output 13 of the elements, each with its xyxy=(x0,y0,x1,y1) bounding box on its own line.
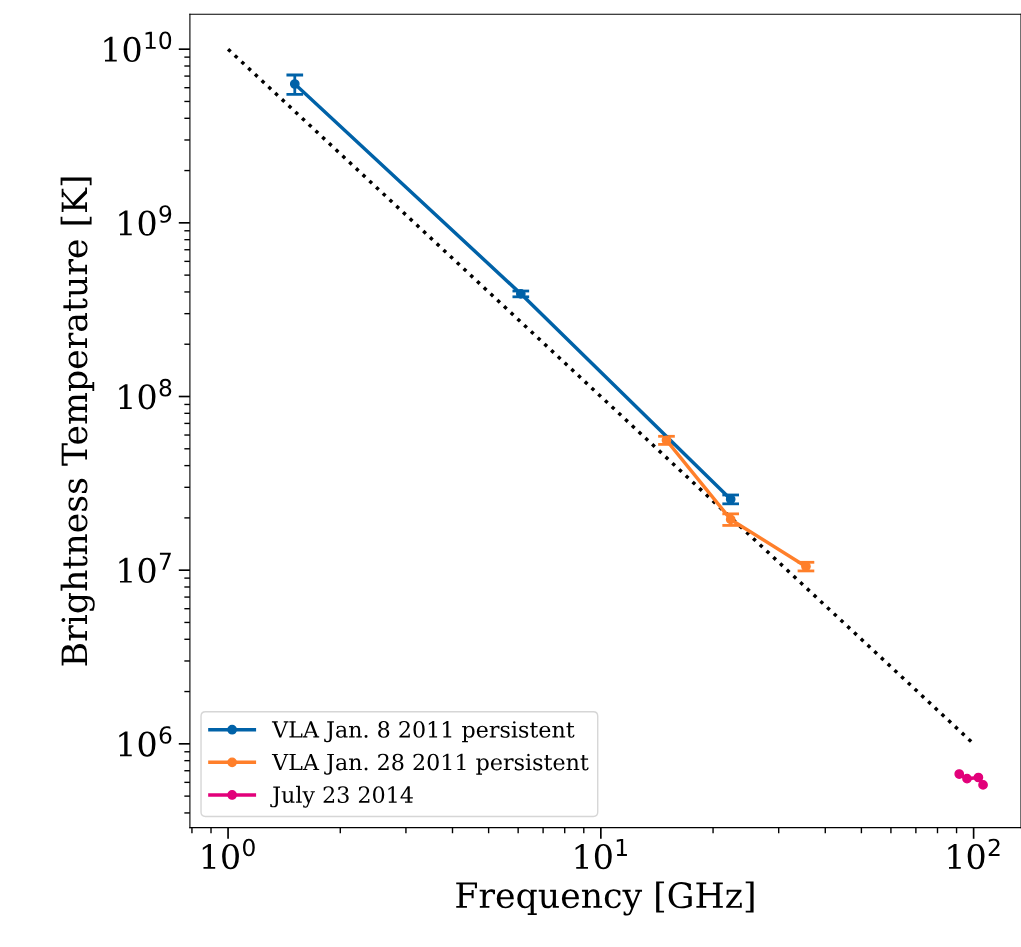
x-axis-title: Frequency [GHz] xyxy=(456,881,754,916)
y-tick-label: 10$^{8}$ xyxy=(119,378,172,410)
x-tick-label: 10$^{0}$ xyxy=(202,838,255,870)
x-tick-label: 10$^{1}$ xyxy=(575,838,627,870)
x-tick-label: 10$^{2}$ xyxy=(948,838,1000,870)
y-tick-label: 10$^{7}$ xyxy=(119,552,171,584)
y-tick-label: 10$^{10}$ xyxy=(104,31,172,63)
legend-label: VLA Jan. 28 2011 persistent xyxy=(271,753,589,775)
y-axis-title: Brightness Temperature [K] xyxy=(60,177,95,666)
legend-label: July 23 2014 xyxy=(270,785,413,808)
y-tick-label: 10$^{6}$ xyxy=(119,726,172,757)
y-tick-label: 10$^{9}$ xyxy=(119,205,172,236)
legend-label: VLA Jan. 8 2011 persistent xyxy=(271,721,575,743)
